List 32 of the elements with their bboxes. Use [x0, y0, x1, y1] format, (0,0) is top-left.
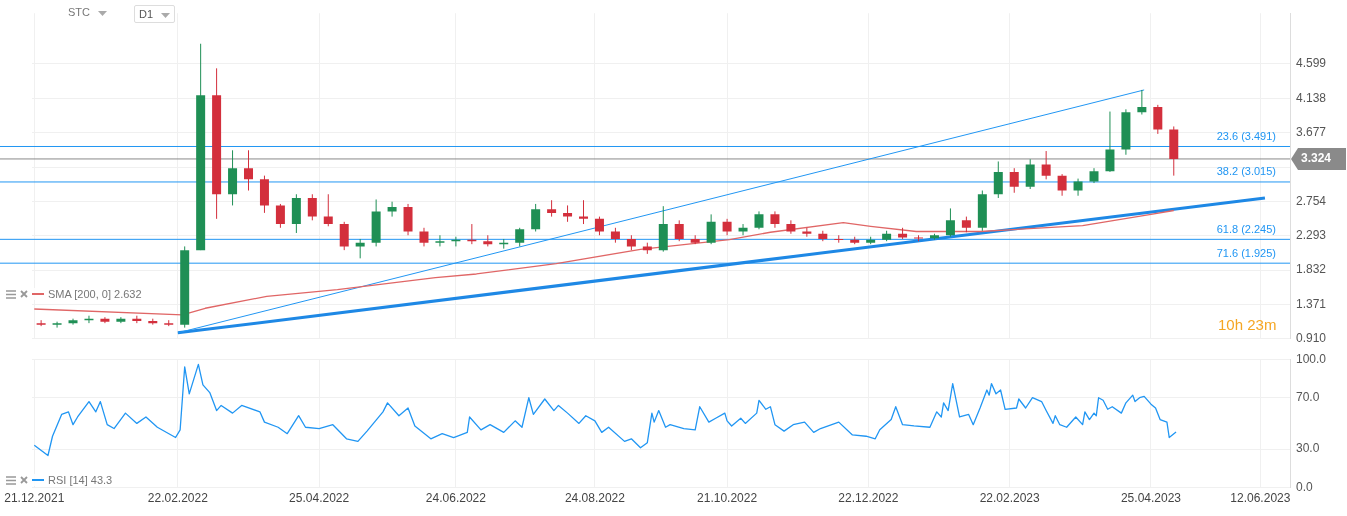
- x-tick-label: 24.06.2022: [425, 491, 487, 506]
- y-tick-label: 1.832: [1296, 262, 1327, 277]
- annotation: D1: [139, 8, 154, 20]
- y-tick-label: 4.599: [1296, 56, 1327, 71]
- ref-line-label: 3.324: [1301, 151, 1332, 166]
- y-tick-label: 30.0: [1296, 441, 1320, 456]
- legend-label: SMA [200, 0] 2.632: [48, 288, 142, 300]
- y-tick-label: 0.910: [1296, 331, 1327, 346]
- x-tick-label: 25.04.2022: [289, 491, 350, 506]
- x-tick-label: 21.10.2022: [697, 491, 758, 506]
- annotation: STC: [68, 6, 90, 18]
- y-tick-label: 4.138: [1296, 90, 1327, 105]
- ref-line-label: 23.6 (3.491): [1216, 130, 1276, 143]
- annotation: 10h 23m: [1218, 316, 1277, 333]
- x-tick-label: 24.08.2022: [564, 491, 626, 506]
- ref-line-label: 38.2 (3.015): [1216, 165, 1276, 178]
- x-tick-label: 22.12.2022: [838, 491, 899, 506]
- x-tick-label: 22.02.2023: [979, 491, 1041, 506]
- ref-line-label: 61.8 (2.245): [1216, 222, 1276, 235]
- ref-line-label: 71.6 (1.925): [1216, 246, 1276, 259]
- y-tick-label: 2.293: [1296, 228, 1327, 243]
- x-tick-label: 25.04.2023: [1120, 491, 1182, 506]
- y-tick-label: 0.0: [1296, 479, 1314, 494]
- x-tick-label: 12.06.2023: [1230, 491, 1291, 506]
- y-tick-label: 70.0: [1296, 390, 1320, 405]
- legend-label: RSI [14] 43.3: [48, 474, 113, 486]
- y-tick-label: 2.754: [1296, 193, 1327, 208]
- y-tick-label: 1.371: [1296, 296, 1327, 311]
- y-tick-label: 100.0: [1296, 351, 1327, 366]
- x-tick-label: 21.12.2021: [4, 491, 65, 506]
- y-tick-label: 3.677: [1296, 124, 1327, 139]
- x-tick-label: 22.02.2022: [147, 491, 209, 506]
